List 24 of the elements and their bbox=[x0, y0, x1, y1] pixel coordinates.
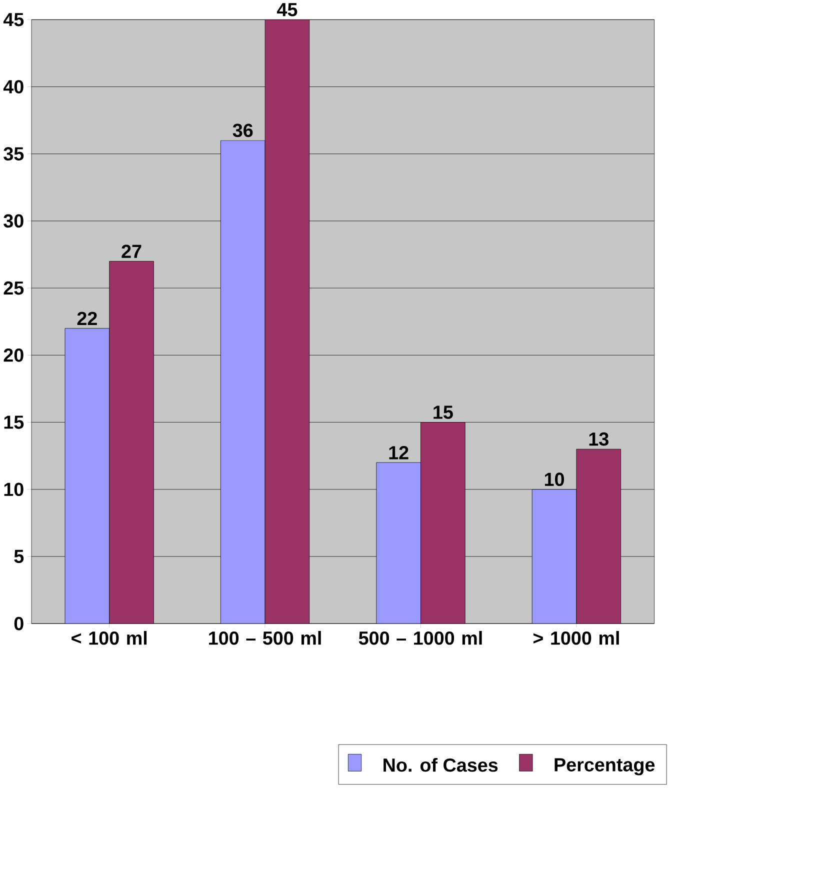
x-tick-label: 500 – 1000 ml bbox=[359, 630, 482, 645]
y-tick-label: 25 bbox=[4, 281, 24, 295]
y-tick-label: 5 bbox=[14, 550, 24, 564]
x-tick-label: > 1000 ml bbox=[534, 630, 620, 645]
data-label: 15 bbox=[434, 406, 454, 419]
y-tick-label: 30 bbox=[4, 214, 24, 228]
y-tick-label: 10 bbox=[4, 482, 24, 496]
y-tick-label: 0 bbox=[14, 616, 24, 630]
legend-label: Percentage bbox=[554, 758, 655, 776]
data-label: 10 bbox=[545, 472, 564, 486]
y-tick-label: 35 bbox=[4, 147, 24, 161]
x-tick-label: < 100 ml bbox=[72, 630, 147, 645]
data-label: 27 bbox=[122, 244, 142, 258]
legend-label: No. of Cases bbox=[384, 758, 498, 772]
data-label: 22 bbox=[78, 312, 98, 325]
y-tick-label: 45 bbox=[4, 13, 24, 26]
y-tick-label: 20 bbox=[4, 348, 24, 362]
y-tick-label: 15 bbox=[4, 416, 24, 429]
data-label: 13 bbox=[590, 432, 609, 446]
data-label: 45 bbox=[277, 3, 298, 16]
y-tick-label: 40 bbox=[4, 80, 24, 94]
data-label: 12 bbox=[390, 446, 409, 460]
x-tick-label: 100 – 500 ml bbox=[209, 630, 322, 645]
data-label: 36 bbox=[233, 124, 253, 138]
